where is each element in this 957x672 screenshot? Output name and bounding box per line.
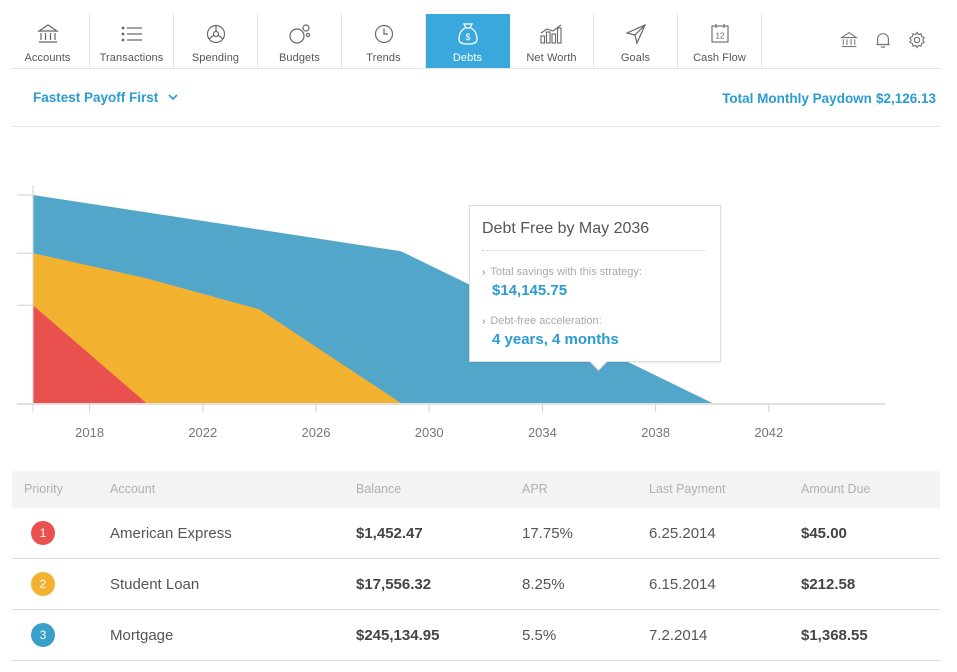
- nav-accounts[interactable]: Accounts: [6, 14, 90, 69]
- priority-badge: 2: [31, 572, 55, 596]
- nav-label: Spending: [191, 52, 240, 64]
- header-balance[interactable]: Balance: [356, 482, 402, 496]
- area-series-2: [33, 253, 401, 403]
- header-account[interactable]: Account: [110, 482, 156, 496]
- bar-chart-icon: [539, 22, 565, 46]
- strategy-label: Fastest Payoff First: [33, 90, 159, 105]
- x-tick-label: 2026: [302, 425, 331, 440]
- apr: 8.25%: [522, 576, 565, 593]
- debts-table: Priority Account Balance APR Last Paymen…: [12, 471, 940, 661]
- nav-net-worth[interactable]: Net Worth: [510, 14, 594, 69]
- bank-icon: [35, 22, 61, 46]
- calendar-icon: 12: [707, 22, 733, 46]
- main-nav: Accounts Transactions Spending Budgets T…: [6, 14, 762, 69]
- paper-plane-icon: [623, 22, 649, 46]
- header-apr[interactable]: APR: [522, 482, 548, 496]
- chevron-down-icon: [168, 93, 180, 103]
- nav-cash-flow[interactable]: 12 Cash Flow: [678, 14, 762, 69]
- nav-label: Goals: [620, 52, 651, 64]
- clock-icon: [371, 22, 397, 46]
- nav-divider: [12, 68, 940, 69]
- header-last-payment[interactable]: Last Payment: [649, 482, 726, 496]
- utility-icons: [839, 30, 927, 50]
- nav-goals[interactable]: Goals: [594, 14, 678, 69]
- nav-spending[interactable]: Spending: [174, 14, 258, 69]
- table-row[interactable]: 3 Mortgage $245,134.95 5.5% 7.2.2014 $1,…: [12, 610, 940, 661]
- nav-label: Cash Flow: [693, 52, 746, 64]
- y-ticks: [17, 194, 33, 306]
- nav-label: Accounts: [24, 52, 71, 64]
- account-name: American Express: [110, 525, 232, 542]
- account-name: Mortgage: [110, 627, 174, 644]
- x-tick-label: 2034: [528, 425, 557, 440]
- money-bag-icon: $: [455, 22, 481, 46]
- nav-transactions[interactable]: Transactions: [90, 14, 174, 69]
- nav-label: Debts: [452, 52, 483, 64]
- debt-subheader: Fastest Payoff First Total Monthly Paydo…: [12, 69, 940, 127]
- amount-due: $1,368.55: [801, 627, 868, 644]
- tooltip-title: Debt Free by May 2036: [482, 220, 650, 237]
- nav-label: Net Worth: [526, 52, 577, 64]
- total-monthly-paydown: Total Monthly Paydown $2,126.13: [722, 91, 936, 106]
- steering-icon: [203, 22, 229, 46]
- priority-badge: 3: [31, 623, 55, 647]
- nav-label: Transactions: [99, 52, 164, 64]
- chevron-right-icon: ›: [482, 266, 486, 278]
- bell-icon[interactable]: [873, 30, 893, 50]
- table-header: Priority Account Balance APR Last Paymen…: [12, 471, 940, 508]
- amount-due: $45.00: [801, 525, 847, 542]
- gear-icon[interactable]: [907, 30, 927, 50]
- acceleration-value: 4 years, 4 months: [492, 331, 619, 348]
- x-tick-label: 2030: [415, 425, 444, 440]
- bank-icon[interactable]: [839, 30, 859, 50]
- nav-label: Budgets: [278, 52, 321, 64]
- tooltip-divider: [482, 250, 706, 251]
- savings-label: Total savings with this strategy:: [490, 266, 642, 278]
- x-tick-label: 2022: [188, 425, 217, 440]
- balance: $1,452.47: [356, 525, 423, 542]
- paydown-amount: $2,126.13: [875, 91, 936, 106]
- x-tick-label: 2018: [75, 425, 104, 440]
- savings-value: $14,145.75: [492, 282, 568, 299]
- calendar-day: 12: [715, 32, 724, 41]
- apr: 5.5%: [522, 627, 557, 644]
- balance: $245,134.95: [356, 627, 440, 644]
- nav-trends[interactable]: Trends: [342, 14, 426, 69]
- last-payment: 7.2.2014: [649, 627, 708, 644]
- header-priority[interactable]: Priority: [24, 482, 63, 496]
- acceleration-label: Debt-free acceleration:: [490, 315, 602, 327]
- x-tick-label: 2042: [754, 425, 783, 440]
- paydown-label: Total Monthly Paydown: [722, 91, 872, 106]
- table-row[interactable]: 2 Student Loan $17,556.32 8.25% 6.15.201…: [12, 559, 940, 610]
- x-ticks: 2018 2022 2026 2030 2034 2038 2042: [75, 404, 783, 440]
- balance: $17,556.32: [356, 576, 432, 593]
- apr: 17.75%: [522, 525, 573, 542]
- strategy-dropdown[interactable]: Fastest Payoff First: [33, 90, 180, 105]
- nav-budgets[interactable]: Budgets: [258, 14, 342, 69]
- bubbles-icon: [287, 22, 313, 46]
- amount-due: $212.58: [801, 576, 856, 593]
- tooltip-acceleration: › Debt-free acceleration: 4 years, 4 mont…: [482, 315, 619, 348]
- x-tick-label: 2038: [641, 425, 670, 440]
- last-payment: 6.25.2014: [649, 525, 716, 542]
- list-icon: [119, 22, 145, 46]
- table-row[interactable]: 1 American Express $1,452.47 17.75% 6.25…: [12, 508, 940, 559]
- nav-label: Trends: [366, 52, 401, 64]
- tooltip-savings: › Total savings with this strategy: $14,1…: [482, 266, 642, 299]
- nav-debts[interactable]: $ Debts: [426, 14, 510, 69]
- svg-text:$: $: [465, 32, 470, 42]
- chevron-right-icon: ›: [482, 315, 486, 327]
- last-payment: 6.15.2014: [649, 576, 716, 593]
- header-amount-due[interactable]: Amount Due: [801, 482, 871, 496]
- account-name: Student Loan: [110, 576, 200, 593]
- debt-free-tooltip: Debt Free by May 2036 › Total savings wit…: [469, 205, 721, 362]
- priority-badge: 1: [31, 521, 55, 545]
